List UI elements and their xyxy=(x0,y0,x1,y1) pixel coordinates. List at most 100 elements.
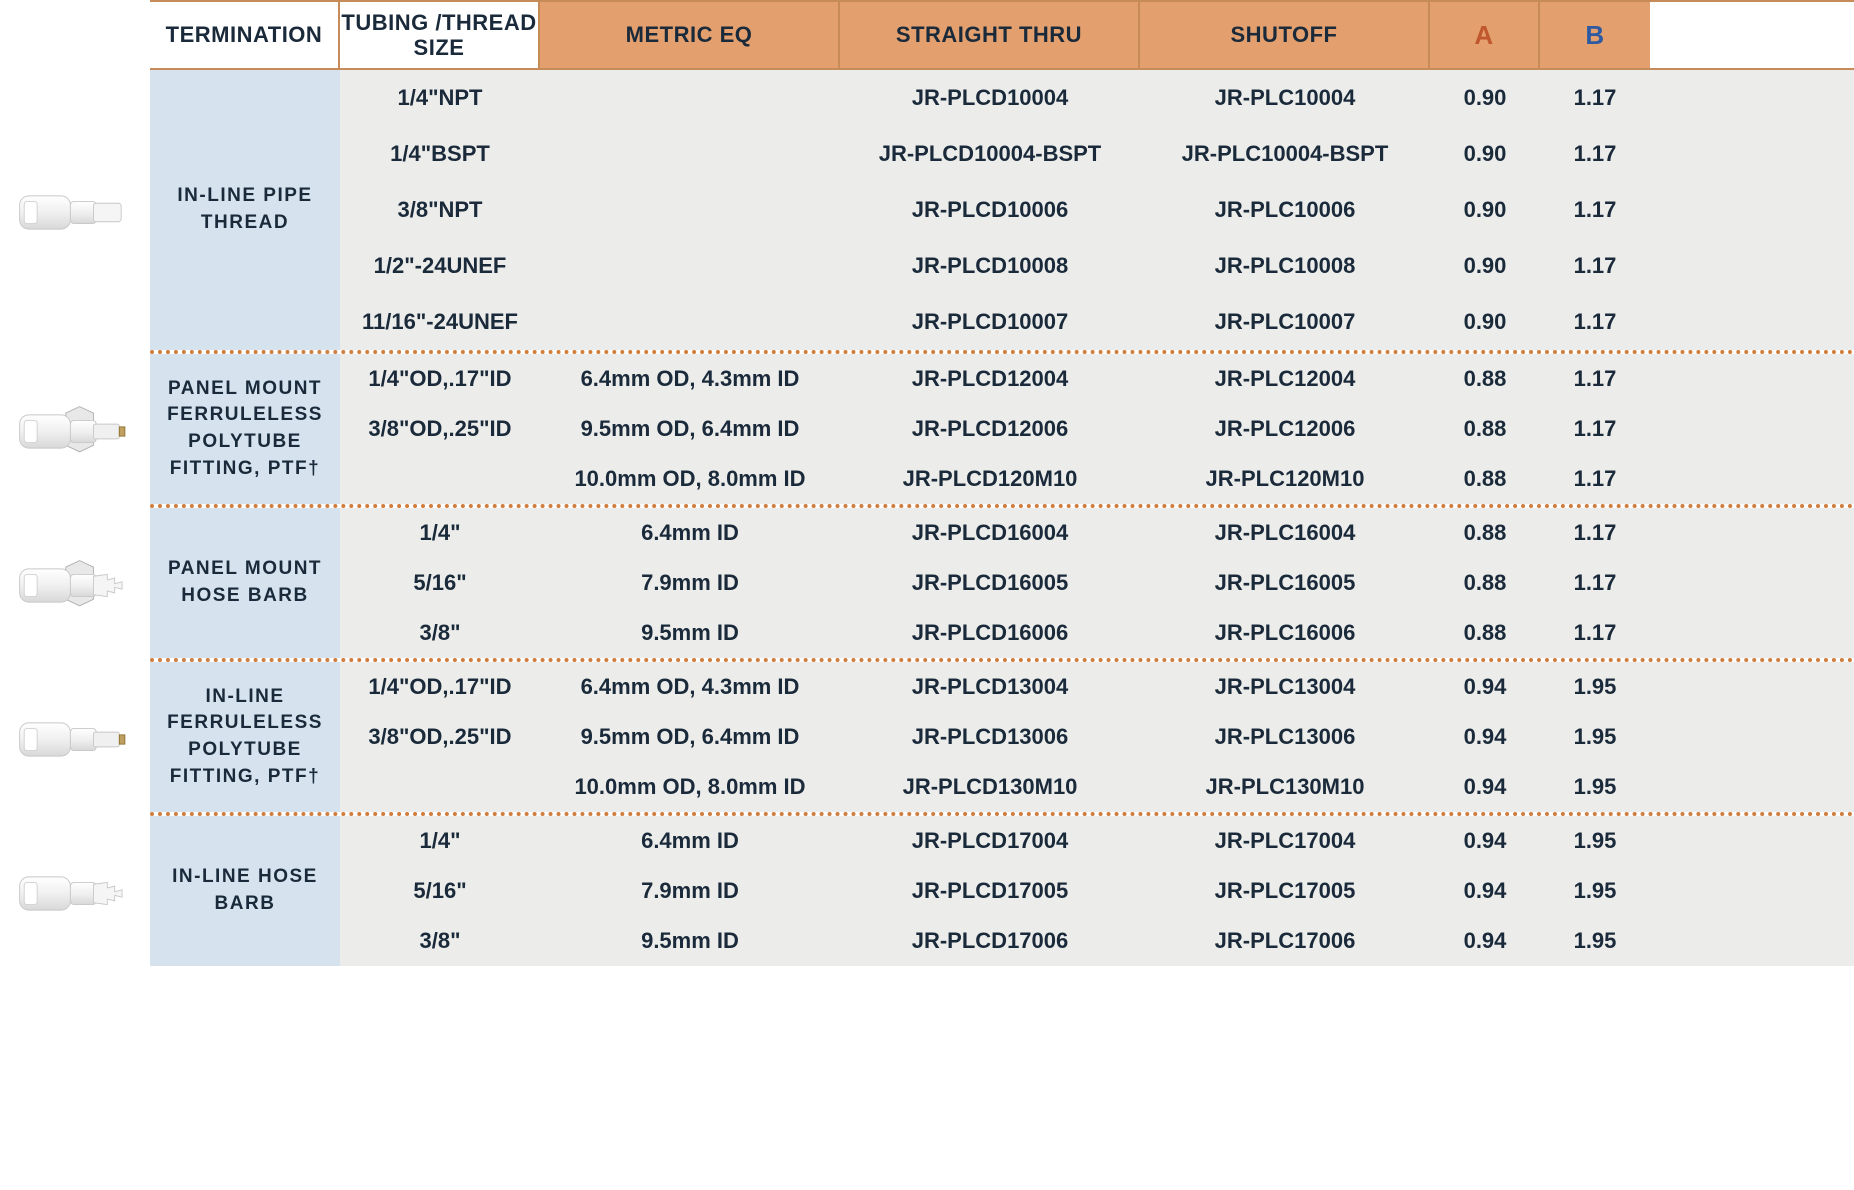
metric-eq: 9.5mm OD, 6.4mm ID xyxy=(540,716,840,758)
table-row: 10.0mm OD, 8.0mm IDJR-PLCD120M10JR-PLC12… xyxy=(340,454,1854,504)
dim-a: 0.88 xyxy=(1430,358,1540,400)
table-row: 10.0mm OD, 8.0mm IDJR-PLCD130M10JR-PLC13… xyxy=(340,762,1854,812)
dim-a: 0.94 xyxy=(1430,870,1540,912)
shutoff-part: JR-PLC13006 xyxy=(1140,716,1430,758)
tubing-size xyxy=(340,779,540,795)
straight-thru-part: JR-PLCD16004 xyxy=(840,512,1140,554)
metric-eq xyxy=(540,146,840,162)
dim-a: 0.88 xyxy=(1430,612,1540,654)
straight-thru-part: JR-PLCD10007 xyxy=(840,301,1140,343)
dim-a: 0.90 xyxy=(1430,245,1540,287)
dim-b: 1.95 xyxy=(1540,766,1650,808)
table-row: 1/4"OD,.17"ID6.4mm OD, 4.3mm IDJR-PLCD12… xyxy=(340,354,1854,404)
termination-label: PANEL MOUNT FERRULELESS POLYTUBE FITTING… xyxy=(150,354,340,504)
shutoff-part: JR-PLC16005 xyxy=(1140,562,1430,604)
shutoff-part: JR-PLC16004 xyxy=(1140,512,1430,554)
shutoff-part: JR-PLC17004 xyxy=(1140,820,1430,862)
shutoff-part: JR-PLC10007 xyxy=(1140,301,1430,343)
shutoff-part: JR-PLC10006 xyxy=(1140,189,1430,231)
table-section: IN-LINE FERRULELESS POLYTUBE FITTING, PT… xyxy=(150,662,1854,816)
table-row: 5/16"7.9mm IDJR-PLCD16005JR-PLC160050.88… xyxy=(340,558,1854,608)
dim-a: 0.90 xyxy=(1430,133,1540,175)
metric-eq: 6.4mm ID xyxy=(540,820,840,862)
tubing-size: 5/16" xyxy=(340,870,540,912)
metric-eq: 9.5mm OD, 6.4mm ID xyxy=(540,408,840,450)
dim-a: 0.90 xyxy=(1430,189,1540,231)
dim-b: 1.17 xyxy=(1540,512,1650,554)
table-header-row: TERMINATION TUBING /THREAD SIZE METRIC E… xyxy=(150,0,1854,70)
dim-b: 1.17 xyxy=(1540,358,1650,400)
dim-a: 0.94 xyxy=(1430,666,1540,708)
dim-a: 0.94 xyxy=(1430,716,1540,758)
shutoff-part: JR-PLC17006 xyxy=(1140,920,1430,962)
dim-a: 0.88 xyxy=(1430,562,1540,604)
straight-thru-part: JR-PLCD10004-BSPT xyxy=(840,133,1140,175)
header-shutoff: SHUTOFF xyxy=(1140,2,1430,68)
dim-b: 1.95 xyxy=(1540,666,1650,708)
table-row: 3/8"NPTJR-PLCD10006JR-PLC100060.901.17 xyxy=(340,182,1854,238)
spec-table: TERMINATION TUBING /THREAD SIZE METRIC E… xyxy=(150,0,1854,970)
shutoff-part: JR-PLC10008 xyxy=(1140,245,1430,287)
metric-eq: 10.0mm OD, 8.0mm ID xyxy=(540,458,840,500)
dim-b: 1.17 xyxy=(1540,189,1650,231)
table-section: IN-LINE HOSE BARB1/4"6.4mm IDJR-PLCD1700… xyxy=(150,816,1854,966)
metric-eq: 10.0mm OD, 8.0mm ID xyxy=(540,766,840,808)
page-wrap: TERMINATION TUBING /THREAD SIZE METRIC E… xyxy=(0,0,1854,970)
straight-thru-part: JR-PLCD16006 xyxy=(840,612,1140,654)
straight-thru-part: JR-PLCD17005 xyxy=(840,870,1140,912)
shutoff-part: JR-PLC12004 xyxy=(1140,358,1430,400)
straight-thru-part: JR-PLCD12006 xyxy=(840,408,1140,450)
table-row: 1/4"BSPTJR-PLCD10004-BSPTJR-PLC10004-BSP… xyxy=(340,126,1854,182)
metric-eq xyxy=(540,90,840,106)
tubing-size: 1/4"OD,.17"ID xyxy=(340,666,540,708)
metric-eq: 6.4mm OD, 4.3mm ID xyxy=(540,358,840,400)
tubing-size: 3/8"OD,.25"ID xyxy=(340,716,540,758)
dim-a: 0.94 xyxy=(1430,920,1540,962)
table-row: 1/4"OD,.17"ID6.4mm OD, 4.3mm IDJR-PLCD13… xyxy=(340,662,1854,712)
product-image xyxy=(10,167,140,257)
table-section: PANEL MOUNT FERRULELESS POLYTUBE FITTING… xyxy=(150,354,1854,508)
dim-b: 1.95 xyxy=(1540,820,1650,862)
header-straight-thru: STRAIGHT THRU xyxy=(840,2,1140,68)
dim-b: 1.17 xyxy=(1540,77,1650,119)
straight-thru-part: JR-PLCD10008 xyxy=(840,245,1140,287)
shutoff-part: JR-PLC10004 xyxy=(1140,77,1430,119)
shutoff-part: JR-PLC10004-BSPT xyxy=(1140,133,1430,175)
table-section: IN-LINE PIPE THREAD1/4"NPTJR-PLCD10004JR… xyxy=(150,70,1854,354)
metric-eq: 6.4mm ID xyxy=(540,512,840,554)
table-row: 1/4"6.4mm IDJR-PLCD17004JR-PLC170040.941… xyxy=(340,816,1854,866)
straight-thru-part: JR-PLCD16005 xyxy=(840,562,1140,604)
dim-a: 0.88 xyxy=(1430,458,1540,500)
dim-b: 1.95 xyxy=(1540,716,1650,758)
dim-a: 0.90 xyxy=(1430,301,1540,343)
straight-thru-part: JR-PLCD10004 xyxy=(840,77,1140,119)
termination-label: IN-LINE PIPE THREAD xyxy=(150,70,340,350)
product-image xyxy=(10,540,140,630)
shutoff-part: JR-PLC13004 xyxy=(1140,666,1430,708)
product-image xyxy=(10,386,140,476)
table-row: 3/8"9.5mm IDJR-PLCD17006JR-PLC170060.941… xyxy=(340,916,1854,966)
header-termination: TERMINATION xyxy=(150,2,340,68)
dim-b: 1.17 xyxy=(1540,612,1650,654)
table-row: 3/8"OD,.25"ID9.5mm OD, 6.4mm IDJR-PLCD13… xyxy=(340,712,1854,762)
table-row: 3/8"OD,.25"ID9.5mm OD, 6.4mm IDJR-PLCD12… xyxy=(340,404,1854,454)
shutoff-part: JR-PLC120M10 xyxy=(1140,458,1430,500)
table-row: 11/16"-24UNEFJR-PLCD10007JR-PLC100070.90… xyxy=(340,294,1854,350)
header-metric-eq: METRIC EQ xyxy=(540,2,840,68)
tubing-size xyxy=(340,471,540,487)
dim-b: 1.95 xyxy=(1540,870,1650,912)
table-row: 1/2"-24UNEFJR-PLCD10008JR-PLC100080.901.… xyxy=(340,238,1854,294)
header-tubing: TUBING /THREAD SIZE xyxy=(340,2,540,68)
metric-eq: 9.5mm ID xyxy=(540,920,840,962)
sections-container: IN-LINE PIPE THREAD1/4"NPTJR-PLCD10004JR… xyxy=(150,70,1854,966)
rows-area: 1/4"OD,.17"ID6.4mm OD, 4.3mm IDJR-PLCD12… xyxy=(340,354,1854,504)
metric-eq xyxy=(540,258,840,274)
rows-area: 1/4"6.4mm IDJR-PLCD17004JR-PLC170040.941… xyxy=(340,816,1854,966)
shutoff-part: JR-PLC17005 xyxy=(1140,870,1430,912)
tubing-size: 3/8"NPT xyxy=(340,189,540,231)
dim-b: 1.17 xyxy=(1540,245,1650,287)
straight-thru-part: JR-PLCD130M10 xyxy=(840,766,1140,808)
tubing-size: 3/8" xyxy=(340,612,540,654)
straight-thru-part: JR-PLCD13004 xyxy=(840,666,1140,708)
straight-thru-part: JR-PLCD12004 xyxy=(840,358,1140,400)
